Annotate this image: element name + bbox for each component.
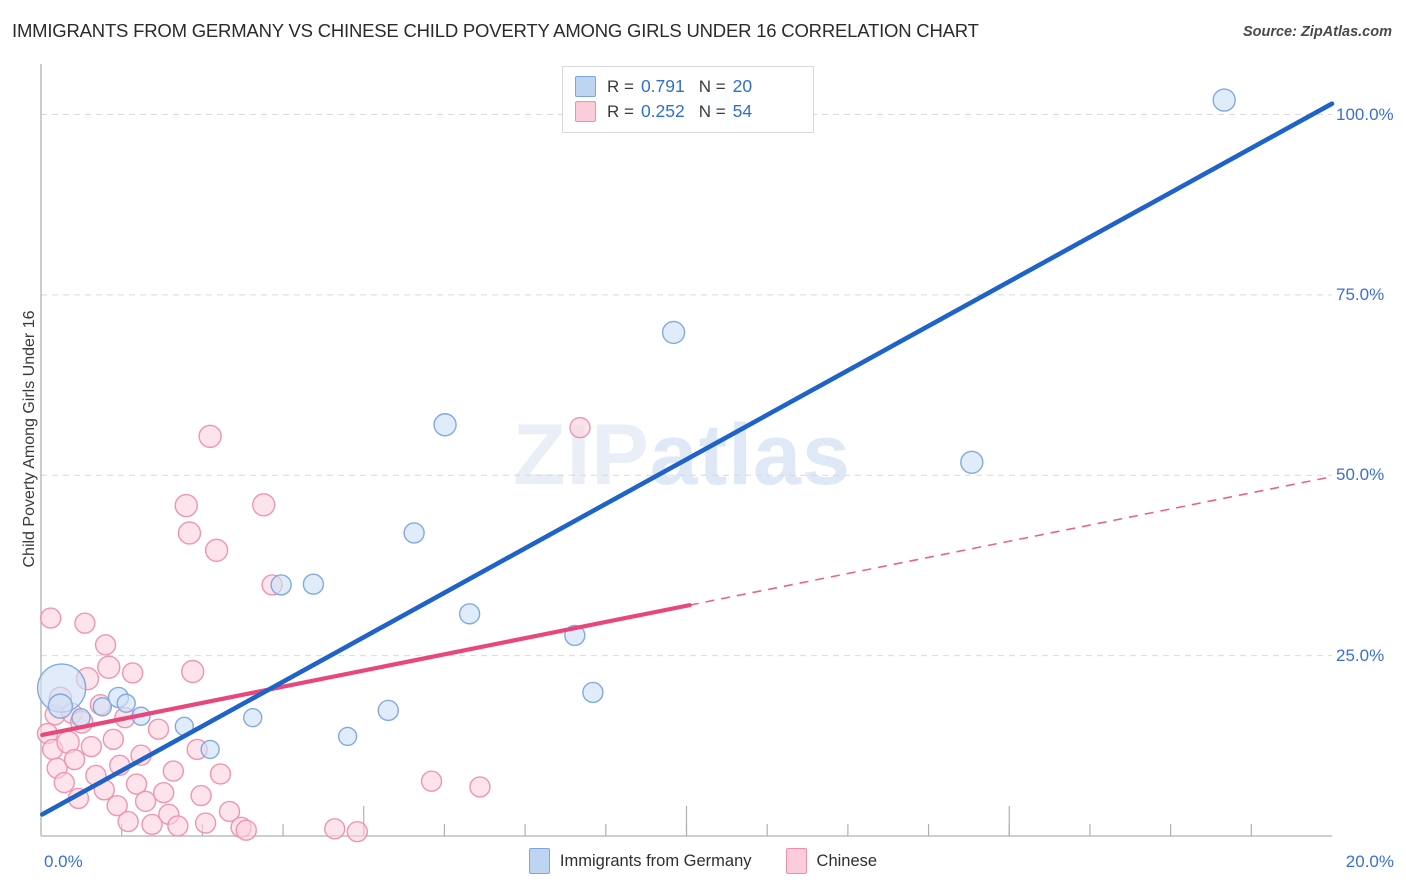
- page-title: IMMIGRANTS FROM GERMANY VS CHINESE CHILD…: [12, 20, 979, 41]
- trendline-solid-segment: [40, 603, 692, 738]
- data-point[interactable]: [420, 770, 443, 792]
- blue-r-value: 0.791: [640, 76, 685, 96]
- series-legend: Immigrants from Germany Chinese: [0, 848, 1406, 874]
- data-point[interactable]: [200, 739, 220, 760]
- data-point[interactable]: [174, 493, 198, 518]
- data-point[interactable]: [116, 693, 136, 713]
- x-axis-max-label: 20.0%: [1345, 852, 1394, 871]
- gridlines: [41, 114, 1332, 657]
- data-point[interactable]: [94, 634, 117, 656]
- y-tick-label: 25.0%: [1336, 645, 1385, 665]
- data-point[interactable]: [121, 662, 144, 684]
- trendline-solid: [39, 101, 1335, 817]
- y-tick-label: 50.0%: [1336, 465, 1385, 485]
- data-point[interactable]: [39, 607, 62, 629]
- data-point[interactable]: [458, 603, 481, 625]
- data-point[interactable]: [180, 659, 205, 684]
- blue-series-swatch: [575, 76, 596, 97]
- pink-n-value: 54: [732, 101, 753, 121]
- data-point[interactable]: [177, 521, 202, 545]
- pink-n-key: N =: [698, 101, 726, 121]
- data-point[interactable]: [569, 416, 591, 439]
- data-point[interactable]: [167, 815, 189, 837]
- data-point[interactable]: [403, 522, 425, 544]
- series-points-chinese: [36, 416, 591, 843]
- series-points-immigrants-from-germany: [36, 86, 1236, 760]
- source-attribution: Source: ZipAtlas.com: [1242, 24, 1392, 40]
- data-point[interactable]: [47, 693, 74, 719]
- correlation-stats-box: R = 0.791 N = 20 R = 0.252 N = 54: [562, 66, 814, 133]
- data-point[interactable]: [92, 697, 113, 717]
- data-point[interactable]: [80, 735, 103, 758]
- data-point[interactable]: [235, 819, 257, 841]
- y-tick-label: 75.0%: [1336, 284, 1385, 304]
- data-point[interactable]: [377, 699, 399, 722]
- data-point[interactable]: [204, 538, 229, 562]
- trendline-chinese: [40, 475, 1333, 738]
- plot-area: [36, 64, 1335, 843]
- data-point[interactable]: [302, 573, 325, 595]
- data-point[interactable]: [134, 790, 157, 813]
- data-point[interactable]: [337, 726, 358, 747]
- data-point[interactable]: [198, 424, 222, 448]
- blue-r-key: R =: [607, 76, 634, 96]
- data-point[interactable]: [147, 718, 170, 740]
- data-point[interactable]: [190, 784, 212, 807]
- data-point[interactable]: [63, 748, 86, 771]
- data-point[interactable]: [960, 450, 984, 474]
- pink-r-value: 0.252: [640, 101, 685, 121]
- stats-row-blue: R = 0.791 N = 20: [575, 74, 803, 99]
- stats-row-pink: R = 0.252 N = 54: [575, 99, 803, 124]
- legend-item-chinese[interactable]: Chinese: [785, 848, 878, 874]
- y-axis-title: Child Poverty Among Girls Under 16: [21, 310, 38, 568]
- blue-n-value: 20: [732, 76, 753, 96]
- blue-n-key: N =: [698, 76, 726, 96]
- trendline-immigrants-from-germany: [39, 101, 1335, 817]
- data-point[interactable]: [1212, 88, 1236, 112]
- pink-r-key: R =: [607, 101, 634, 121]
- pink-series-swatch: [575, 101, 596, 122]
- data-point[interactable]: [582, 681, 604, 704]
- data-point[interactable]: [125, 773, 148, 795]
- trendline-dashed-segment: [689, 475, 1333, 606]
- data-point[interactable]: [209, 763, 232, 785]
- data-point[interactable]: [251, 493, 276, 517]
- legend-label-chinese: Chinese: [816, 851, 878, 870]
- y-tick-label: 100.0%: [1336, 104, 1394, 124]
- scatter-plot-svg: [36, 64, 1335, 843]
- data-point[interactable]: [661, 320, 686, 345]
- legend-label-immigrants-from-germany: Immigrants from Germany: [559, 851, 752, 870]
- legend-item-immigrants-from-germany[interactable]: Immigrants from Germany: [528, 848, 752, 874]
- data-point[interactable]: [117, 810, 139, 833]
- data-point[interactable]: [324, 818, 346, 840]
- data-point[interactable]: [102, 728, 124, 751]
- data-point[interactable]: [194, 812, 217, 834]
- data-point[interactable]: [346, 820, 368, 843]
- data-point[interactable]: [141, 813, 163, 836]
- data-point[interactable]: [162, 760, 185, 782]
- data-point[interactable]: [97, 655, 121, 679]
- data-point[interactable]: [433, 413, 457, 437]
- legend-swatch-blue: [528, 848, 550, 874]
- legend-swatch-pink: [785, 848, 807, 874]
- data-point[interactable]: [74, 612, 96, 634]
- data-point[interactable]: [218, 800, 241, 823]
- x-axis-ticks: [121, 806, 1252, 836]
- data-point[interactable]: [152, 782, 175, 804]
- x-axis-min-label: 0.0%: [44, 852, 83, 871]
- data-point[interactable]: [270, 574, 292, 596]
- data-point[interactable]: [469, 776, 491, 798]
- data-point[interactable]: [106, 794, 128, 817]
- data-point[interactable]: [243, 707, 263, 728]
- data-point[interactable]: [53, 771, 75, 794]
